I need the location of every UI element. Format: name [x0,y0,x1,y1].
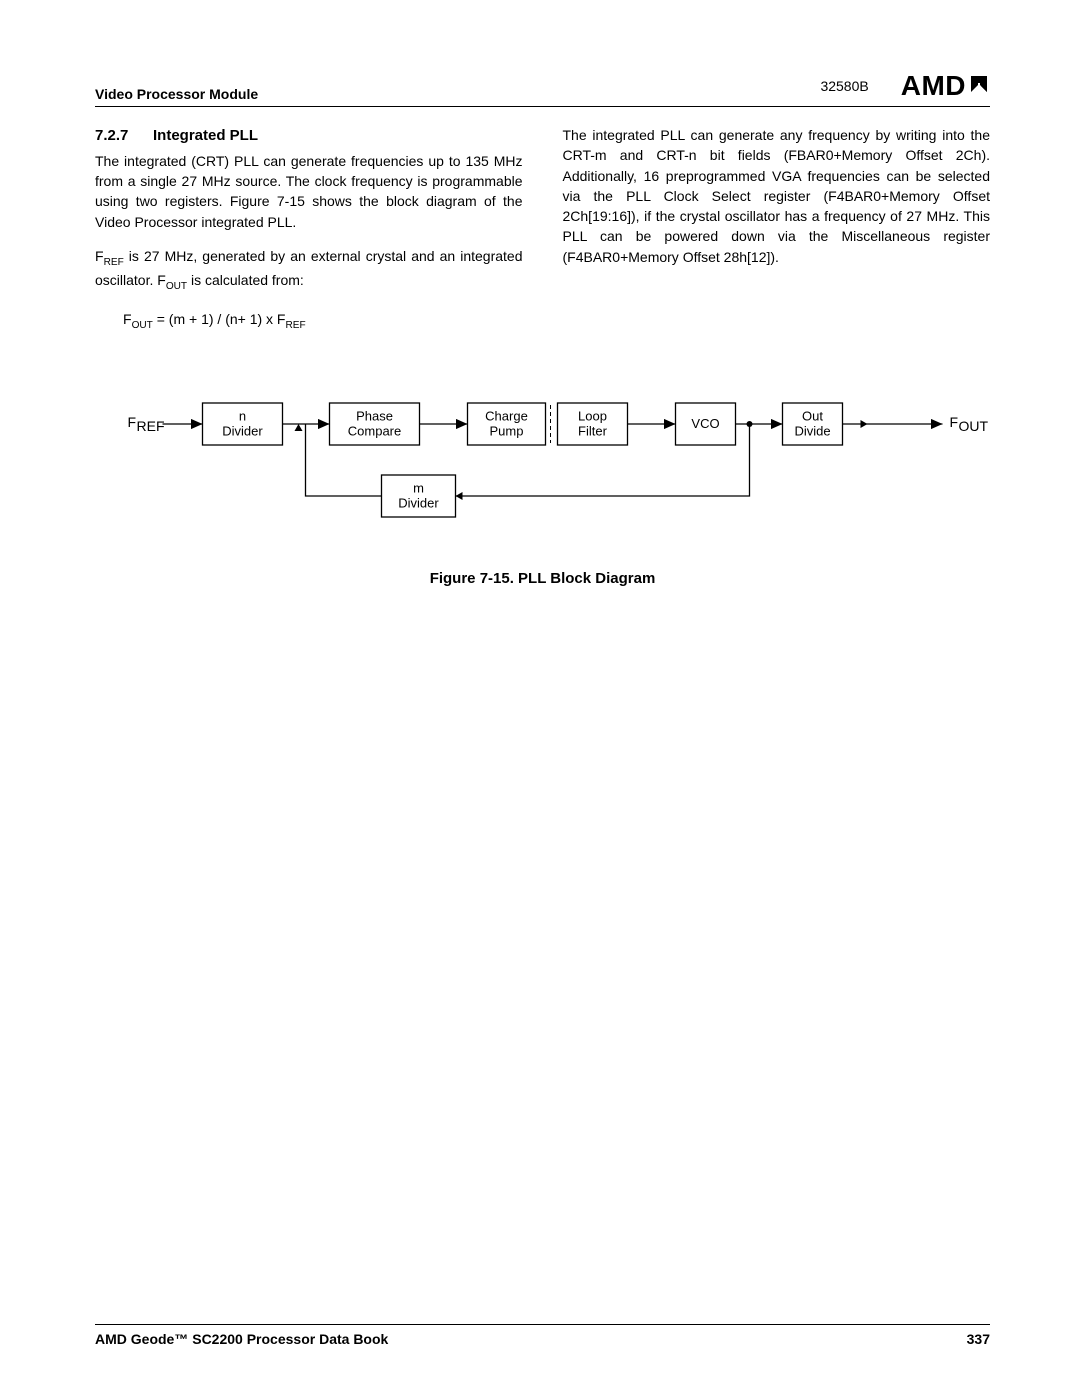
svg-text:Divider: Divider [398,496,439,511]
svg-text:Loop: Loop [578,409,607,424]
svg-text:Out: Out [802,409,823,424]
svg-text:Filter: Filter [578,424,608,439]
right-column: The integrated PLL can generate any freq… [563,125,991,333]
body-columns: 7.2.7Integrated PLL The integrated (CRT)… [95,125,990,333]
svg-text:Compare: Compare [348,424,401,439]
amd-logo: AMD [901,70,990,102]
section-heading: 7.2.7Integrated PLL [95,125,523,147]
svg-text:Charge: Charge [485,409,528,424]
header-title: Video Processor Module [95,86,258,102]
footer-right: 337 [967,1331,990,1347]
paragraph-2: FREF is 27 MHz, generated by an external… [95,246,523,295]
svg-text:Divide: Divide [794,424,830,439]
svg-text:REF: REF [137,418,165,434]
svg-text:Pump: Pump [490,424,524,439]
svg-text:n: n [239,409,246,424]
page-footer: AMD Geode™ SC2200 Processor Data Book 33… [95,1324,990,1347]
diagram-svg: nDividerPhaseCompareChargePumpLoopFilter… [95,383,990,553]
formula: FOUT = (m + 1) / (n+ 1) x FREF [123,309,523,333]
logo-arrow-icon [968,70,990,102]
svg-text:m: m [413,481,424,496]
figure-caption: Figure 7-15. PLL Block Diagram [95,570,990,587]
footer-left: AMD Geode™ SC2200 Processor Data Book [95,1331,388,1347]
left-column: 7.2.7Integrated PLL The integrated (CRT)… [95,125,523,333]
page-header: Video Processor Module 32580B AMD [95,70,990,107]
pll-block-diagram: nDividerPhaseCompareChargePumpLoopFilter… [95,383,990,587]
svg-text:OUT: OUT [959,418,989,434]
paragraph-1: The integrated (CRT) PLL can generate fr… [95,151,523,232]
svg-text:VCO: VCO [691,416,719,431]
doc-number: 32580B [820,78,868,94]
svg-text:F: F [950,414,959,430]
svg-text:Divider: Divider [222,424,263,439]
paragraph-3: The integrated PLL can generate any freq… [563,125,991,267]
svg-text:Phase: Phase [356,409,393,424]
svg-text:F: F [128,414,137,430]
